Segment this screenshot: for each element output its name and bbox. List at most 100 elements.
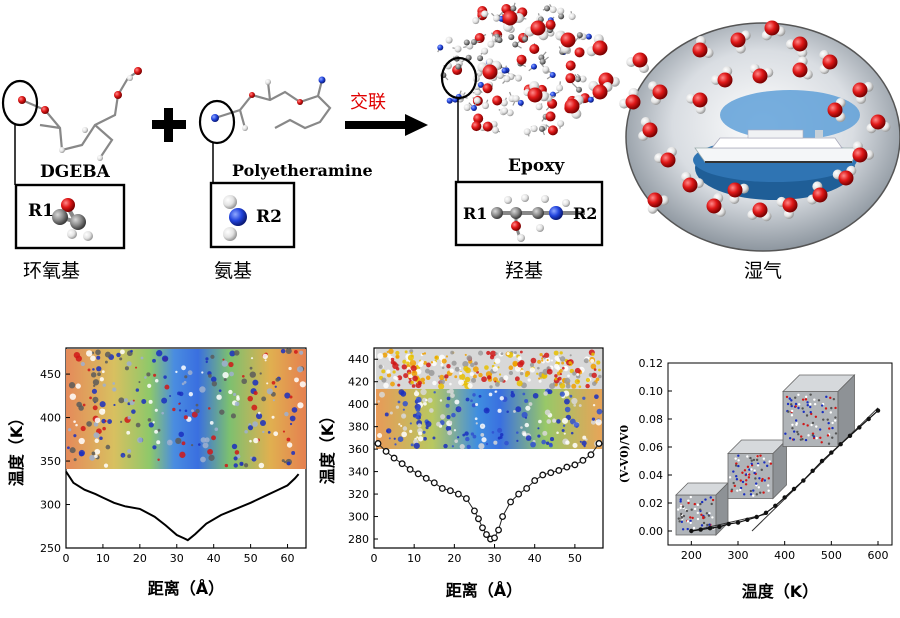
chart1-y-tick-label: 400	[40, 412, 61, 425]
chart1-x-tick-label: 60	[281, 552, 295, 565]
chart3-x-tick-label: 400	[774, 549, 795, 562]
reaction-scheme: DGEBA R1 环氧基 Polyet	[1, 2, 900, 282]
hydroxyl-group	[491, 194, 585, 242]
chart3-data-point	[810, 468, 815, 473]
water-molecule	[524, 20, 549, 41]
chart3-data-point	[717, 524, 722, 529]
water-molecule	[711, 66, 733, 88]
chart2-data-point	[587, 451, 595, 459]
chart3-data-point	[875, 408, 881, 413]
chart3-y-tick-label: 0.12	[639, 357, 664, 370]
chart2-data-point	[491, 534, 498, 542]
chart1-md-snapshot	[66, 347, 306, 469]
chart2-data-point	[579, 456, 587, 464]
chart2-x-tick-label: 40	[528, 552, 542, 565]
water-molecule	[502, 10, 524, 32]
chart3-plot-area	[667, 362, 893, 546]
chart2-series-line	[377, 443, 600, 540]
md-cube	[782, 374, 856, 448]
water-molecule	[686, 92, 708, 114]
ship-icon	[694, 129, 859, 163]
water-molecule	[681, 171, 704, 193]
dgeba-molecule	[18, 67, 142, 161]
amine-group-label: 氨基	[214, 260, 252, 282]
chart2-y-tick-label: 360	[348, 443, 369, 456]
water-molecule	[527, 81, 549, 103]
chart3-data-point	[801, 478, 806, 483]
chart1-x-tick-label: 0	[63, 552, 70, 565]
chart3-md-cubes	[675, 374, 856, 536]
chart3-data-point	[782, 495, 787, 500]
chart2-data-point	[539, 471, 547, 479]
hydroxyl-group-label: 羟基	[505, 260, 543, 282]
water-molecule	[727, 182, 749, 204]
dgeba-group-code: R1	[28, 201, 54, 221]
water-molecule	[477, 60, 502, 80]
water-molecule	[747, 202, 772, 222]
chart3-data-point	[829, 450, 834, 455]
chart2-x-tick-label: 10	[407, 552, 421, 565]
epoxy-group-code-2: R2	[573, 204, 597, 223]
chart2-data-point	[390, 454, 398, 462]
chart2-data-point	[555, 467, 563, 474]
amine-group	[223, 195, 247, 241]
chart1-y-tick-label: 300	[40, 499, 61, 512]
chart3-data-point	[791, 486, 797, 492]
chart2-data-point	[595, 440, 603, 447]
chart-temperature-profile-2: 0 10 20 30 40 50 280 300 320 340 360 380 400 420 440 距…	[318, 347, 604, 600]
chart2-xlabel: 距离（Å）	[446, 581, 522, 600]
chart3-data-point	[847, 433, 853, 438]
water-molecule	[692, 36, 714, 58]
chart2-data-point	[507, 498, 515, 506]
chart-temperature-profile-1: 0 10 20 30 40 50 60 250 300 350 400 450 距离（Å） 温度（K）	[7, 347, 307, 598]
chart3-data-point	[754, 514, 759, 520]
water-molecule	[619, 88, 641, 110]
chart3-data-point	[745, 517, 750, 522]
chart1-x-tick-label: 20	[133, 552, 147, 565]
chart2-y-tick-label: 300	[348, 511, 369, 524]
chart2-data-point	[406, 465, 414, 473]
chart1-y-tick-label: 450	[40, 368, 61, 381]
water-molecule	[555, 30, 576, 54]
polyetheramine-name: Polyetheramine	[232, 161, 373, 180]
chart1-x-tick-label: 10	[96, 552, 110, 565]
chart3-x-tick-label: 600	[868, 549, 889, 562]
water-molecule	[776, 196, 798, 219]
chart2-data-point	[531, 477, 539, 485]
chart3-data-point	[773, 503, 778, 508]
polyetheramine-amine-circle	[198, 99, 236, 145]
chart3-data-point	[838, 442, 843, 447]
chart2-x-tick-label: 50	[568, 552, 582, 565]
chart2-data-point	[462, 495, 470, 503]
chart2-ylabel: 温度（K）	[318, 408, 337, 485]
water-molecule	[852, 141, 874, 163]
polyetheramine-molecule	[211, 76, 332, 131]
water-molecule	[827, 98, 846, 123]
chart2-data-point	[499, 513, 507, 520]
chart2-data-point	[374, 440, 382, 447]
chart3-y-tick-label: 0.02	[639, 497, 664, 510]
chart2-data-point	[563, 463, 571, 471]
chart1-y-tick-label: 250	[40, 542, 61, 555]
chart2-plot-area	[373, 347, 604, 549]
water-molecule	[588, 80, 613, 100]
chart2-data-point	[483, 531, 490, 538]
water-molecule	[730, 30, 751, 54]
chart3-x-tick-label: 200	[681, 549, 702, 562]
crosslink-label: 交联	[350, 92, 386, 113]
chart3-data-point	[819, 458, 825, 464]
chart2-x-tick-label: 20	[447, 552, 461, 565]
water-molecule	[792, 56, 813, 80]
water-molecule	[638, 117, 658, 141]
epoxy-group-code-1: R1	[463, 204, 487, 223]
water-molecule	[761, 20, 786, 41]
water-molecule	[564, 94, 584, 119]
chart1-ylabel: 温度（K）	[7, 410, 26, 487]
chart2-data-point	[571, 461, 579, 469]
chart3-data-point	[689, 528, 694, 534]
chart2-data-point	[479, 524, 486, 532]
chart2-data-point	[398, 460, 406, 468]
water-molecule	[648, 81, 668, 106]
water-molecule	[654, 146, 677, 168]
